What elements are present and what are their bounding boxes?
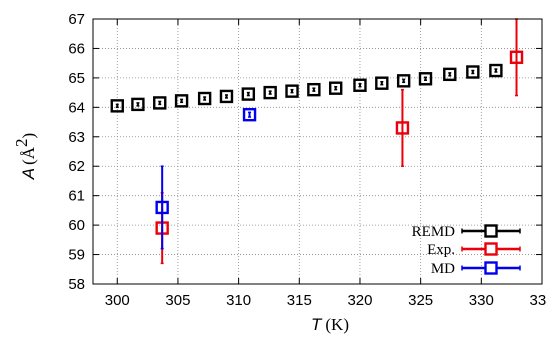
plot-frame: [92, 18, 543, 285]
tick-labels: 300 305 310 315 320 325 330 335 58 59 60 61 62 63 64 65…: [68, 11, 547, 309]
data-point: [241, 87, 256, 101]
x-tick-label: 335: [529, 292, 547, 309]
data-point: [285, 84, 299, 98]
data-point: [466, 65, 480, 79]
x-tick-label: 300: [105, 292, 130, 309]
data-point: [131, 97, 145, 112]
grid-lines: [93, 18, 543, 285]
x-tick-label: 320: [347, 292, 372, 309]
legend-marker: [484, 224, 498, 238]
legend-label: REMD: [412, 224, 456, 240]
y-tick-label: 65: [68, 70, 85, 87]
data-point: [509, 50, 524, 64]
legend-label: Exp.: [427, 242, 455, 258]
series-md: [155, 107, 257, 250]
y-tick-label: 63: [68, 129, 85, 146]
data-point: [197, 91, 212, 106]
y-tick-label: 59: [68, 247, 85, 264]
legend-marker: [484, 242, 498, 256]
x-tick-label: 310: [226, 292, 251, 309]
data-point: [329, 81, 343, 95]
data-point: [153, 96, 167, 110]
x-tick-label: 305: [165, 292, 190, 309]
legend-marker: [484, 261, 498, 275]
axis-ticks: [93, 18, 543, 285]
data-point: [155, 200, 169, 215]
y-tick-label: 62: [68, 158, 85, 175]
y-tick-label: 61: [68, 188, 85, 205]
legend: REMD Exp. MD: [412, 224, 521, 277]
legend-label: MD: [431, 261, 455, 277]
data-point: [242, 107, 257, 122]
data-point: [353, 78, 367, 92]
series-remd: [110, 63, 503, 113]
y-tick-label: 58: [68, 276, 85, 293]
y-tick-label: 66: [68, 40, 85, 57]
data-point: [396, 74, 411, 88]
x-tick-label: 325: [408, 292, 433, 309]
data-point: [443, 67, 457, 82]
data-point: [110, 99, 124, 113]
y-tick-label: 60: [68, 217, 85, 234]
y-axis-label: A(Å2): [12, 133, 38, 180]
data-point: [375, 76, 389, 90]
y-tick-label: 67: [68, 11, 85, 28]
x-axis-label: T (K): [311, 315, 349, 334]
data-point: [174, 94, 189, 108]
y-tick-label: 64: [68, 99, 85, 116]
data-point: [395, 121, 410, 135]
data-point: [263, 85, 277, 100]
x-tick-label: 315: [287, 292, 312, 309]
series-exp-: [155, 18, 524, 265]
data-point: [489, 63, 503, 78]
data-series: [110, 18, 524, 265]
data-point: [219, 89, 234, 104]
data-point: [418, 72, 433, 86]
data-point: [307, 82, 321, 97]
x-tick-label: 330: [469, 292, 494, 309]
